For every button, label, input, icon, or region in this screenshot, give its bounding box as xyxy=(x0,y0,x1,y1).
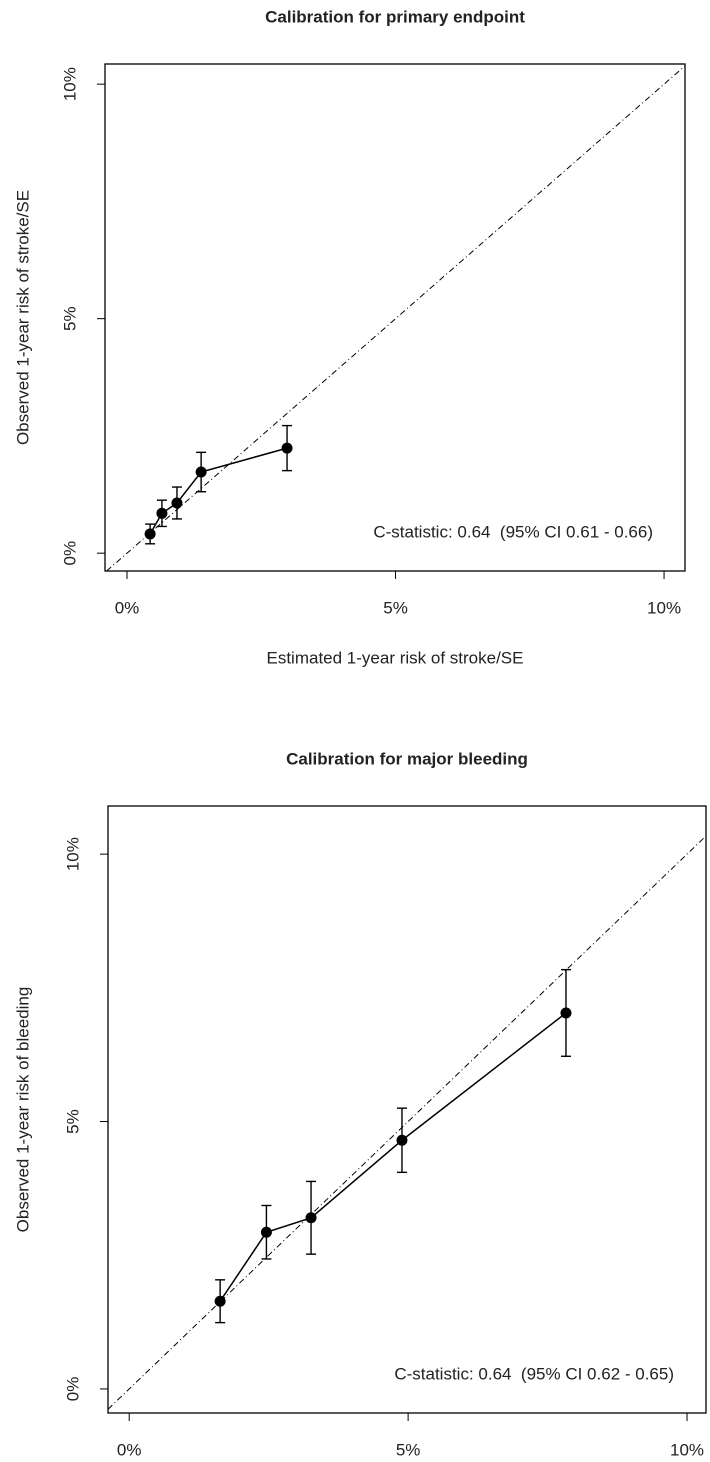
point xyxy=(396,1134,408,1146)
x-tick-label: 10% xyxy=(647,598,681,617)
calibration-line xyxy=(149,447,288,535)
x-tick-label: 5% xyxy=(396,1440,421,1459)
reference-line xyxy=(106,65,686,572)
x-tick-label: 0% xyxy=(115,598,140,617)
annotation: C-statistic: 0.64 (95% CI 0.62 - 0.65) xyxy=(394,1364,674,1383)
point xyxy=(144,528,156,540)
calibration-line xyxy=(219,1012,567,1302)
point xyxy=(305,1212,317,1224)
y-axis-label: Observed 1-year risk of stroke/SE xyxy=(13,190,32,445)
point xyxy=(260,1226,272,1238)
chart-title: Calibration for major bleeding xyxy=(286,749,528,768)
plot-frame xyxy=(104,63,686,572)
x-tick-label: 0% xyxy=(117,1440,142,1459)
y-tick-label: 0% xyxy=(60,541,79,566)
y-axis-label: Observed 1-year risk of bleeding xyxy=(13,987,32,1233)
point xyxy=(195,466,207,478)
annotation: C-statistic: 0.64 (95% CI 0.61 - 0.66) xyxy=(373,522,653,541)
y-tick-label: 5% xyxy=(63,1109,82,1134)
point xyxy=(560,1007,572,1019)
point xyxy=(281,442,293,454)
y-tick-label: 10% xyxy=(60,67,79,101)
point xyxy=(171,497,183,509)
plot-frame xyxy=(107,805,707,1414)
y-tick-label: 5% xyxy=(60,306,79,331)
y-tick-label: 10% xyxy=(63,837,82,871)
y-tick-label: 0% xyxy=(63,1377,82,1402)
reference-line xyxy=(107,835,707,1410)
x-tick-label: 5% xyxy=(383,598,408,617)
x-axis-label: Estimated 1-year risk of stroke/SE xyxy=(267,648,524,667)
point xyxy=(214,1295,226,1307)
point xyxy=(156,507,168,519)
x-tick-label: 10% xyxy=(670,1440,704,1459)
chart-title: Calibration for primary endpoint xyxy=(265,7,525,26)
